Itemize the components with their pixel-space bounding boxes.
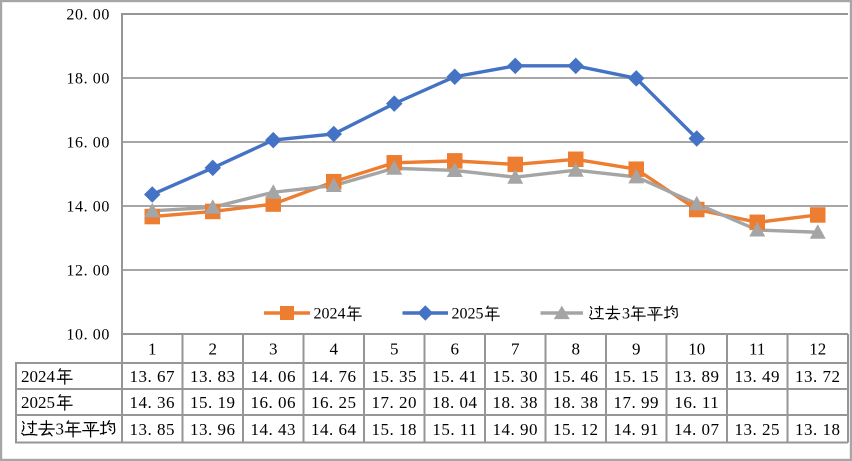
svg-text:14. 64: 14. 64 (311, 420, 357, 439)
svg-text:13. 72: 13. 72 (795, 367, 841, 386)
svg-text:13. 49: 13. 49 (734, 367, 780, 386)
svg-text:15. 30: 15. 30 (492, 367, 538, 386)
svg-text:14. 76: 14. 76 (311, 367, 357, 386)
svg-text:15. 19: 15. 19 (190, 393, 236, 412)
svg-text:10: 10 (688, 340, 705, 359)
svg-text:11: 11 (749, 340, 765, 359)
svg-text:6: 6 (451, 340, 460, 359)
svg-text:14. 06: 14. 06 (250, 367, 296, 386)
svg-text:15. 41: 15. 41 (432, 367, 478, 386)
svg-text:4: 4 (330, 340, 339, 359)
svg-text:17. 99: 17. 99 (613, 393, 659, 412)
svg-text:7: 7 (511, 340, 520, 359)
svg-text:13. 85: 13. 85 (129, 420, 175, 439)
svg-text:8: 8 (572, 340, 581, 359)
svg-text:10. 00: 10. 00 (66, 327, 110, 344)
svg-text:3: 3 (622, 306, 630, 323)
svg-text:13. 67: 13. 67 (129, 367, 175, 386)
svg-text:13. 18: 13. 18 (795, 420, 841, 439)
svg-text:13. 25: 13. 25 (734, 420, 780, 439)
svg-text:14. 07: 14. 07 (674, 420, 720, 439)
svg-text:1: 1 (148, 340, 157, 359)
svg-text:16. 06: 16. 06 (250, 393, 296, 412)
svg-text:14. 91: 14. 91 (613, 420, 659, 439)
svg-text:3: 3 (269, 340, 278, 359)
svg-text:2: 2 (209, 340, 218, 359)
svg-text:2024: 2024 (314, 306, 346, 323)
svg-text:16. 00: 16. 00 (66, 135, 110, 152)
svg-text:18. 38: 18. 38 (492, 393, 538, 412)
svg-text:2025: 2025 (21, 393, 55, 412)
svg-text:14. 36: 14. 36 (129, 393, 175, 412)
svg-text:14. 00: 14. 00 (66, 199, 110, 216)
svg-text:15. 18: 15. 18 (371, 420, 417, 439)
svg-text:16. 25: 16. 25 (311, 393, 357, 412)
svg-text:15. 11: 15. 11 (432, 420, 477, 439)
svg-text:18. 00: 18. 00 (66, 71, 110, 88)
svg-text:15. 12: 15. 12 (553, 420, 599, 439)
svg-text:16. 11: 16. 11 (674, 393, 719, 412)
svg-text:3: 3 (56, 420, 65, 439)
svg-text:15. 35: 15. 35 (371, 367, 417, 386)
svg-text:12. 00: 12. 00 (66, 263, 110, 280)
svg-text:14. 43: 14. 43 (250, 420, 296, 439)
svg-text:5: 5 (390, 340, 399, 359)
svg-text:9: 9 (632, 340, 641, 359)
svg-text:12: 12 (809, 340, 826, 359)
svg-text:2025: 2025 (452, 306, 484, 323)
svg-text:18. 04: 18. 04 (432, 393, 478, 412)
svg-text:17. 20: 17. 20 (371, 393, 417, 412)
svg-text:20. 00: 20. 00 (66, 7, 110, 24)
svg-text:14. 90: 14. 90 (492, 420, 538, 439)
svg-text:2024: 2024 (21, 367, 56, 386)
svg-text:18. 38: 18. 38 (553, 393, 599, 412)
svg-text:15. 15: 15. 15 (613, 367, 659, 386)
svg-text:13. 96: 13. 96 (190, 420, 236, 439)
svg-text:15. 46: 15. 46 (553, 367, 599, 386)
svg-text:13. 89: 13. 89 (674, 367, 720, 386)
svg-text:13. 83: 13. 83 (190, 367, 236, 386)
